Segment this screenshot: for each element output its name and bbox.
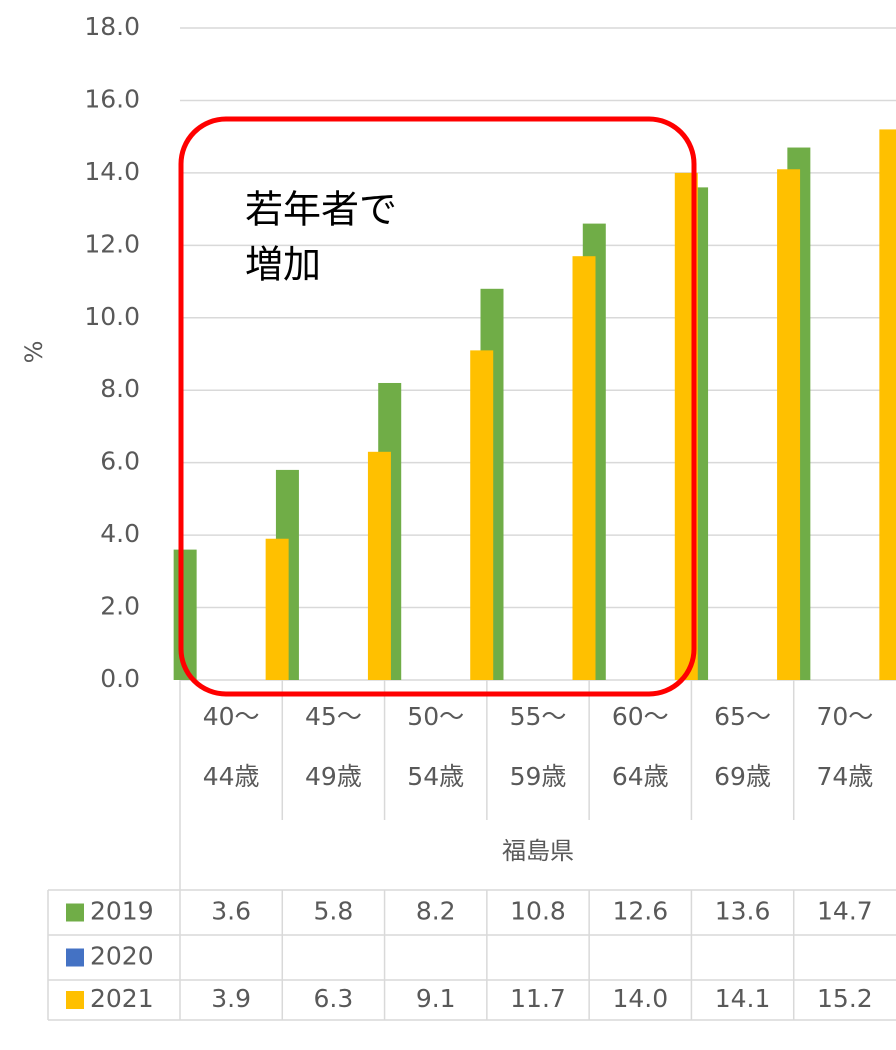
legend-key: [66, 991, 84, 1009]
table-value: 11.7: [510, 984, 566, 1013]
table-value: 10.8: [510, 897, 566, 926]
x-tick-label: 44歳: [203, 762, 260, 791]
bar: [470, 350, 494, 680]
x-tick-label: 74歳: [816, 762, 873, 791]
annotation: 若年者で: [245, 188, 397, 232]
table-value: 3.6: [211, 897, 251, 926]
legend-label: 2019: [90, 897, 154, 926]
y-tick-label: 6.0: [100, 447, 140, 476]
highlight-box: [178, 116, 697, 697]
table-value: 12.6: [612, 897, 668, 926]
table-value: 14.7: [817, 897, 873, 926]
x-tick-label: 40～: [203, 702, 260, 731]
annotation: 増加: [245, 243, 321, 287]
y-tick-label: 12.0: [84, 229, 140, 258]
x-tick-label: 55～: [510, 702, 567, 731]
x-tick-label: 54歳: [407, 762, 464, 791]
table-value: 5.8: [314, 897, 354, 926]
table-value: 14.1: [715, 984, 771, 1013]
y-tick-label: 4.0: [100, 519, 140, 548]
x-tick-label: 64歳: [612, 762, 669, 791]
legend-key: [66, 948, 84, 967]
legend-key: [66, 903, 84, 922]
bar: [777, 169, 801, 680]
legend-label: 2020: [90, 942, 154, 971]
x-tick-label: 49歳: [305, 762, 362, 791]
y-tick-label: 8.0: [100, 374, 140, 403]
bar: [572, 256, 596, 680]
table-value: 9.1: [416, 984, 456, 1013]
x-tick-label: 65～: [714, 702, 771, 731]
table-value: 13.6: [715, 897, 771, 926]
bar: [173, 549, 197, 680]
table-value: 6.3: [314, 984, 354, 1013]
group-label: 福島県: [502, 837, 574, 865]
y-tick-label: 2.0: [100, 592, 140, 621]
bar: [879, 129, 896, 680]
y-tick-label: 16.0: [84, 84, 140, 113]
table-value: 8.2: [416, 897, 456, 926]
x-tick-label: 59歳: [510, 762, 567, 791]
y-tick-label: 0.0: [100, 664, 140, 693]
table-value: 15.2: [817, 984, 873, 1013]
x-tick-label: 50～: [407, 702, 464, 731]
table-value: 14.0: [612, 984, 668, 1013]
x-tick-label: 45～: [305, 702, 362, 731]
table-value: 3.9: [211, 984, 251, 1013]
y-tick-label: 14.0: [84, 157, 140, 186]
x-tick-label: 69歳: [714, 762, 771, 791]
y-tick-label: 10.0: [84, 302, 140, 331]
x-tick-label: 70～: [816, 702, 873, 731]
bar: [265, 538, 289, 680]
bar: [367, 451, 391, 680]
y-axis-label: %: [20, 341, 48, 364]
y-tick-label: 18.0: [84, 12, 140, 41]
x-tick-label: 60～: [612, 702, 669, 731]
legend-label: 2021: [90, 984, 154, 1013]
